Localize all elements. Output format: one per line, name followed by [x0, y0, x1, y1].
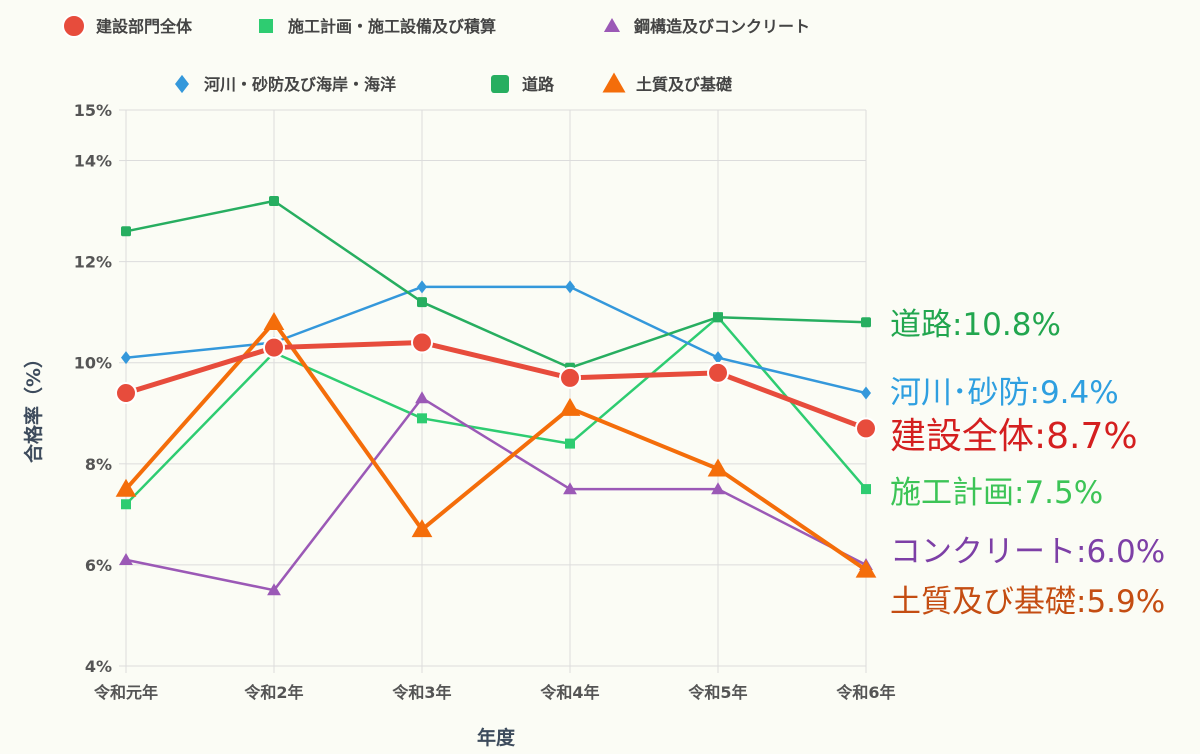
- y-tick-label: 10%: [74, 354, 112, 373]
- data-point: [711, 482, 725, 495]
- x-axis-title: 年度: [477, 726, 516, 749]
- y-tick-label: 14%: [74, 152, 112, 171]
- legend-marker: [62, 14, 86, 38]
- legend-marker: [175, 74, 189, 94]
- data-point: [565, 280, 575, 294]
- legend-marker: [603, 17, 621, 32]
- series-line: [125, 340, 867, 431]
- series-5: [121, 195, 871, 373]
- legend-label: 河川・砂防及び海岸・海洋: [204, 75, 396, 94]
- data-point: [121, 351, 131, 365]
- data-point: [563, 482, 577, 495]
- data-point: [559, 397, 581, 416]
- x-tick-label: 令和5年: [687, 683, 747, 702]
- end-value-label: 土質及び基礎:5.9%: [890, 584, 1165, 620]
- legend-label: 土質及び基礎: [636, 75, 733, 94]
- legend-label: 建設部門全体: [96, 17, 193, 36]
- data-point: [565, 438, 575, 449]
- series-6: [115, 311, 877, 578]
- end-value-label: 道路:10.8%: [890, 307, 1061, 343]
- series-line: [125, 285, 867, 395]
- series-line: [125, 396, 867, 592]
- y-tick-label: 15%: [74, 101, 112, 120]
- series-line: [125, 199, 867, 370]
- series-line: [125, 315, 867, 506]
- y-tick-label: 6%: [85, 556, 112, 575]
- data-point: [707, 361, 729, 384]
- legend-marker: [491, 75, 509, 93]
- data-point: [115, 382, 137, 405]
- data-point: [115, 478, 137, 497]
- legend-item[interactable]: 鋼構造及びコンクリート: [603, 17, 810, 36]
- x-tick-label: 令和3年: [391, 683, 451, 702]
- data-point: [417, 297, 427, 308]
- data-point: [713, 312, 723, 323]
- data-point: [263, 311, 285, 330]
- legend-item[interactable]: 河川・砂防及び海岸・海洋: [175, 74, 396, 94]
- legend-label: 道路: [522, 75, 555, 94]
- data-point: [861, 386, 871, 400]
- data-point: [861, 484, 871, 495]
- grid-lines: [119, 109, 867, 673]
- end-value-label: 施工計画:7.5%: [890, 475, 1103, 511]
- data-point: [415, 391, 429, 404]
- legend-item[interactable]: 建設部門全体: [62, 14, 193, 38]
- legend-marker: [259, 19, 273, 33]
- series-1: [115, 331, 877, 440]
- data-point: [417, 280, 427, 294]
- series-2: [121, 312, 871, 510]
- data-point: [411, 519, 433, 538]
- x-tick-label: 令和6年: [835, 683, 895, 702]
- end-value-label: コンクリート:6.0%: [890, 534, 1165, 570]
- x-tick-label: 令和元年: [93, 683, 158, 702]
- x-tick-label: 令和4年: [539, 683, 599, 702]
- y-tick-label: 8%: [85, 455, 112, 474]
- data-point: [121, 499, 131, 510]
- series-3: [119, 391, 873, 596]
- data-point: [267, 583, 281, 596]
- legend-marker: [602, 72, 626, 93]
- end-value-label: 建設全体:8.7%: [890, 416, 1138, 457]
- data-point: [263, 336, 285, 359]
- x-tick-label: 令和2年: [243, 683, 303, 702]
- data-point: [855, 559, 877, 578]
- series-4: [121, 280, 871, 400]
- data-point: [121, 226, 131, 237]
- data-point: [707, 458, 729, 477]
- end-value-label: 河川･砂防:9.4%: [890, 375, 1119, 411]
- data-point: [411, 331, 433, 354]
- legend-label: 鋼構造及びコンクリート: [633, 17, 810, 36]
- legend-item[interactable]: 施工計画・施工設備及び積算: [259, 17, 496, 36]
- legend-item[interactable]: 土質及び基礎: [602, 72, 734, 95]
- y-tick-label: 4%: [85, 657, 112, 676]
- legend-label: 施工計画・施工設備及び積算: [288, 17, 496, 36]
- data-point: [713, 351, 723, 365]
- y-axis-title: 合格率（%）: [22, 349, 45, 463]
- data-point: [861, 317, 871, 328]
- legend-item[interactable]: 道路: [491, 75, 555, 94]
- data-point: [559, 366, 581, 389]
- data-point: [269, 195, 279, 206]
- y-tick-label: 12%: [74, 253, 112, 272]
- data-point: [119, 552, 133, 565]
- data-point: [417, 413, 427, 424]
- series-line: [124, 320, 868, 572]
- data-point: [855, 417, 877, 440]
